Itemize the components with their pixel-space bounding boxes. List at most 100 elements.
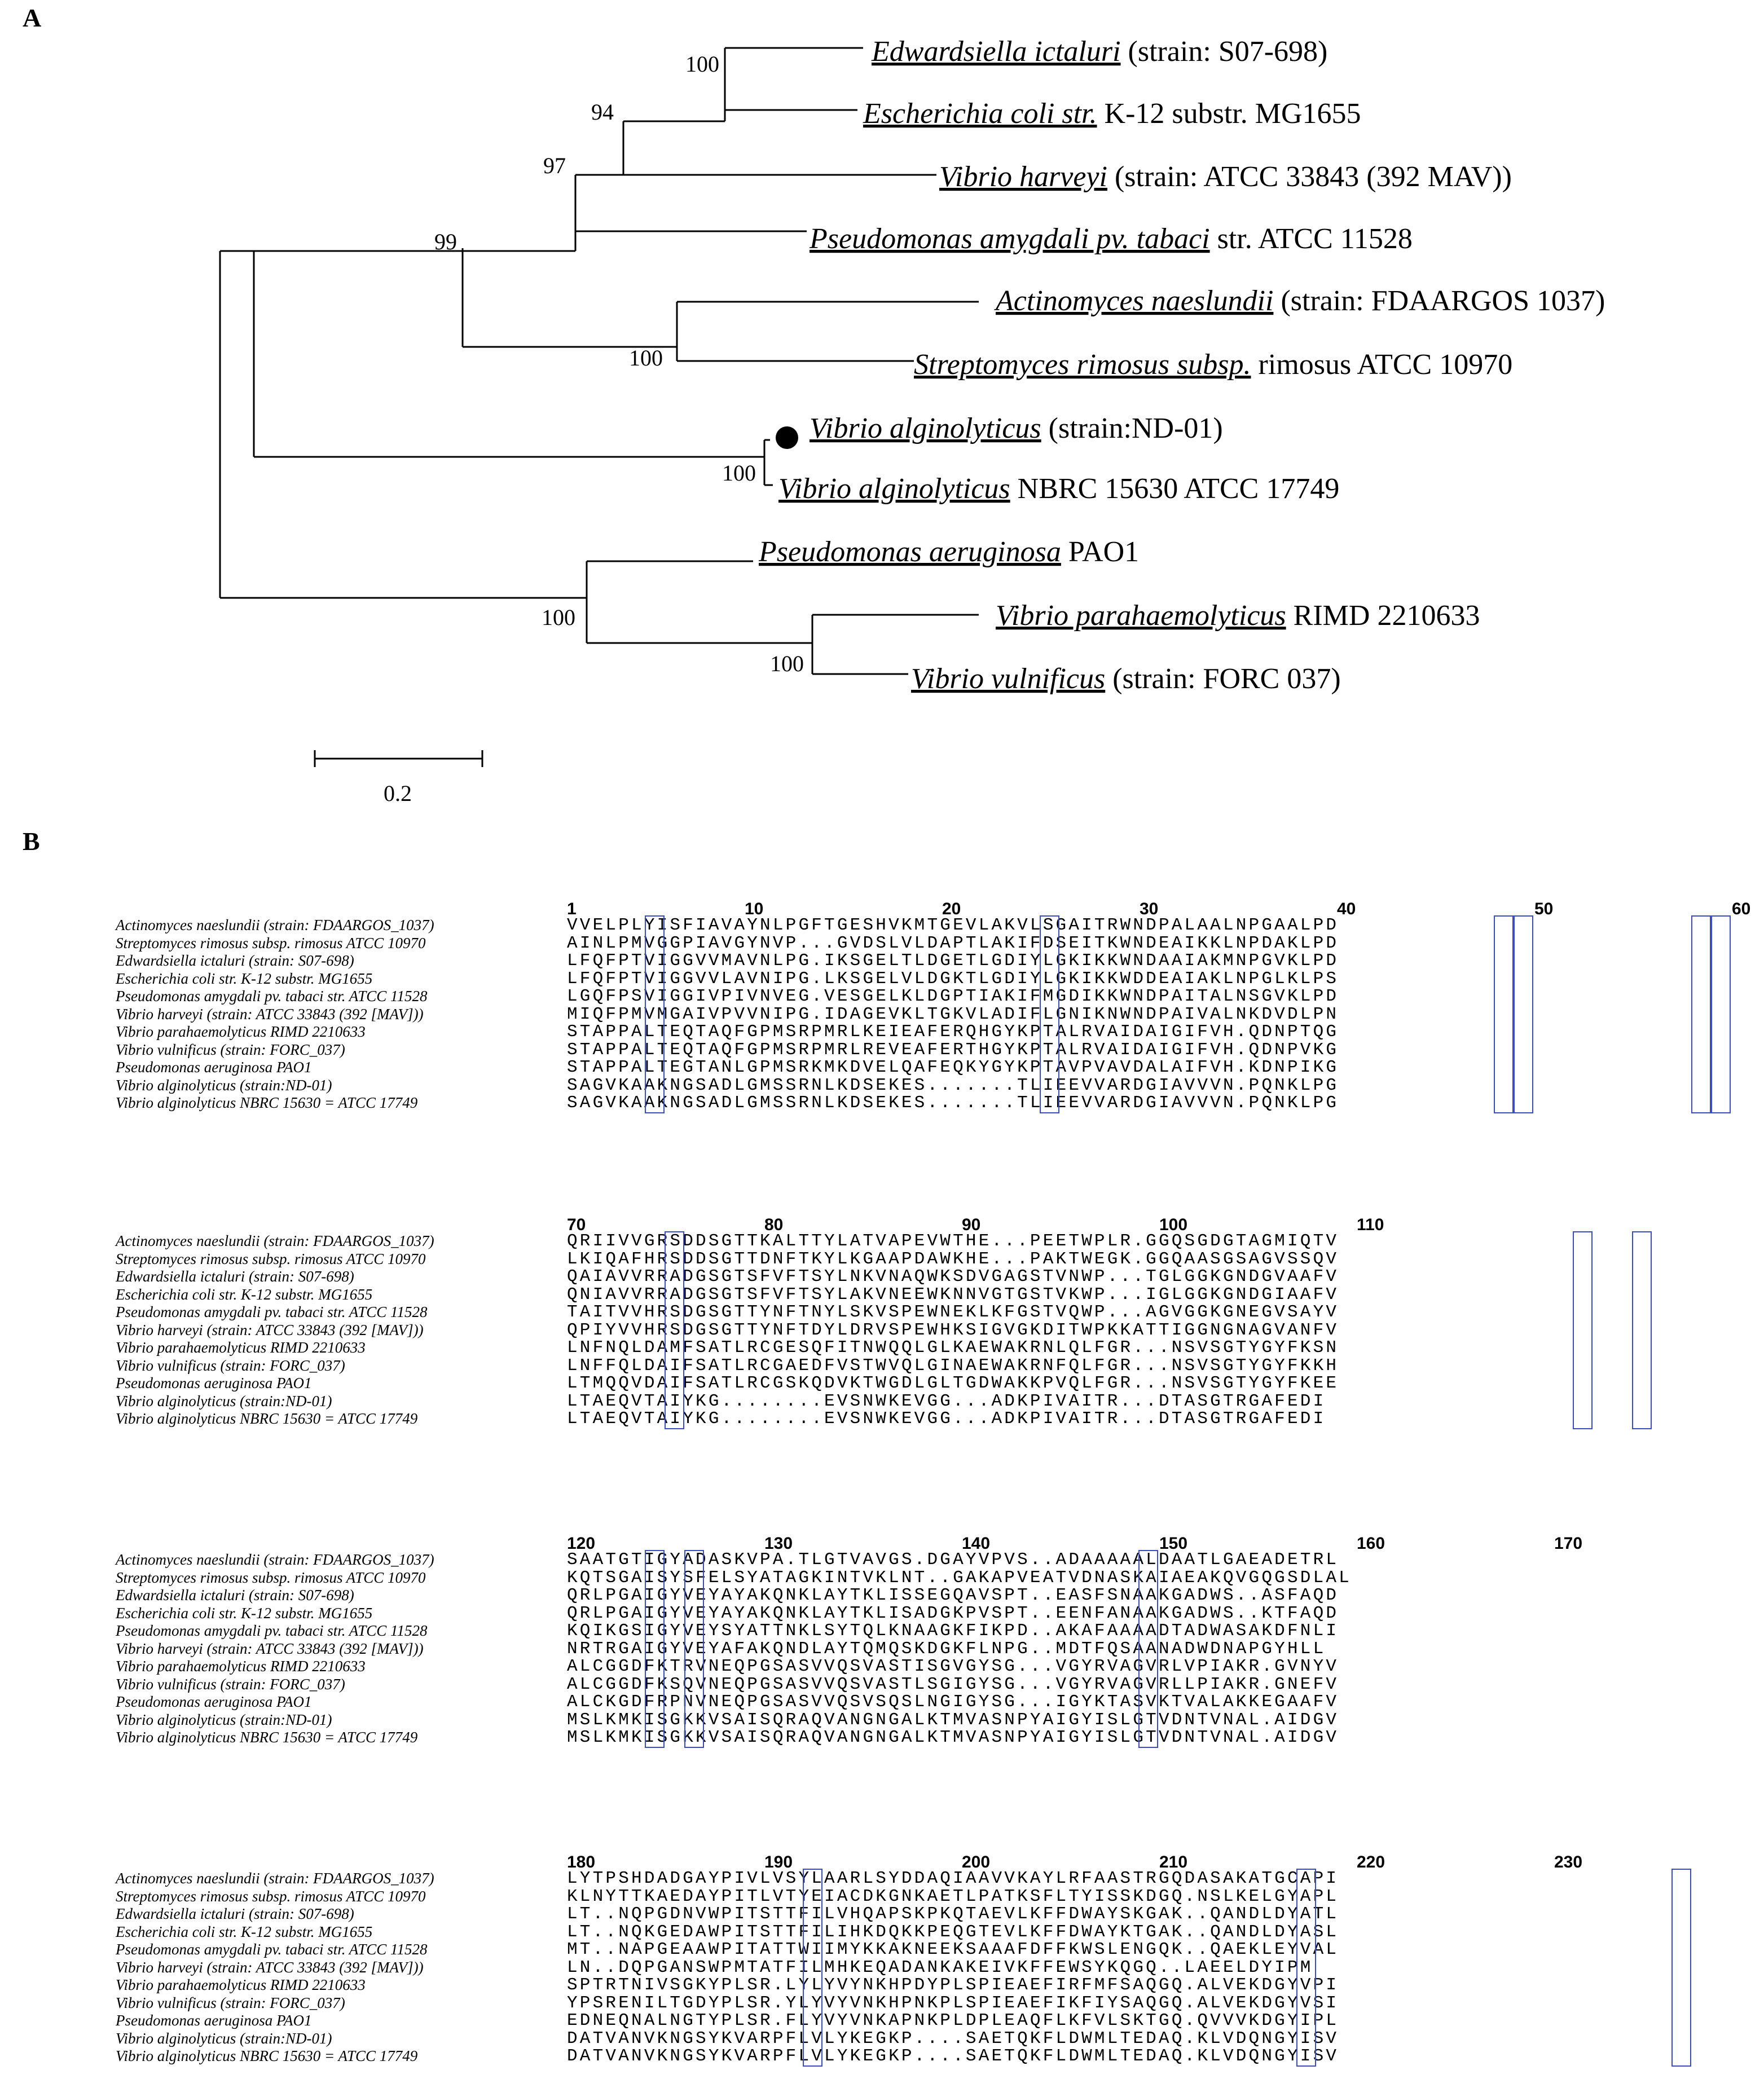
sequence-rows: LYTPSHDADGAYPIVLVSYLAARLSYDDAQIAAVVKAYLR… bbox=[567, 1870, 1339, 2065]
sequence-row: ALCKGDFRPNVNEQPGSASVVQSVSQSLNGIGYSG...IG… bbox=[567, 1692, 1339, 1712]
sequence-rows: VVELPLYISFIAVAYNLPGFTGESHVKMTGEVLAKVLSGA… bbox=[567, 917, 1339, 1112]
species-name: Pseudomonas amygdali pv. tabaci str. ATC… bbox=[116, 988, 428, 1005]
sequence-row: QRIIVVGRSDDSGTTKALTTYLATVAPEVWTHE...PEET… bbox=[567, 1231, 1339, 1251]
ruler-tick-label: 60 bbox=[1732, 900, 1751, 918]
taxon-label: Actinomyces naeslundii (strain: FDAARGOS… bbox=[994, 285, 1605, 317]
sequence-row: KQTSGAISYSFELSYATAGKINTVKLNT..GAKAPVEATV… bbox=[567, 1567, 1352, 1588]
species-name: Vibrio alginolyticus NBRC 15630 = ATCC 1… bbox=[116, 1729, 418, 1746]
ruler-tick-label: 90 bbox=[962, 1215, 981, 1234]
species-name: Edwardsiella ictaluri (strain: S07-698) bbox=[116, 952, 354, 969]
scale-label: 0.2 bbox=[384, 781, 412, 806]
species-name: Edwardsiella ictaluri (strain: S07-698) bbox=[116, 1268, 354, 1285]
species-name: Pseudomonas aeruginosa PAO1 bbox=[116, 1693, 312, 1710]
ruler-tick-label: 1 bbox=[567, 900, 577, 918]
similar-column bbox=[1494, 915, 1514, 1113]
species-name: Vibrio harveyi (strain: ATCC 33843 (392 … bbox=[116, 1640, 424, 1657]
taxon-label: Pseudomonas aeruginosa PAO1 bbox=[758, 536, 1139, 568]
sequence-row: ALCGGDFKSQVNEQPGSASVVQSVASTLSGIGYSG...VG… bbox=[567, 1674, 1339, 1694]
species-name: Actinomyces naeslundii (strain: FDAARGOS… bbox=[116, 1551, 434, 1568]
taxon-label: Streptomyces rimosus subsp. rimosus ATCC… bbox=[914, 349, 1512, 381]
taxon-label: Vibrio parahaemolyticus RIMD 2210633 bbox=[996, 600, 1480, 632]
species-name: Edwardsiella ictaluri (strain: S07-698) bbox=[116, 1905, 354, 1922]
sequence-row: AINLPMVGGPIAVGYNVP...GVDSLVLDAPTLAKIFDSE… bbox=[567, 933, 1339, 953]
ruler-tick-label: 130 bbox=[764, 1534, 793, 1553]
species-name: Escherichia coli str. K-12 substr. MG165… bbox=[116, 970, 373, 987]
ruler-tick-label: 10 bbox=[745, 900, 764, 918]
similar-column bbox=[645, 915, 665, 1113]
species-name: Vibrio harveyi (strain: ATCC 33843 (392 … bbox=[116, 1005, 424, 1023]
similar-column bbox=[1296, 1869, 1316, 2067]
ruler-tick-label: 80 bbox=[764, 1215, 784, 1234]
species-name: Vibrio vulnificus (strain: FORC_037) bbox=[116, 1041, 345, 1058]
sequence-row: LNFFQLDAIFSATLRCGAEDFVSTWVQLGINAEWAKRNFQ… bbox=[567, 1355, 1339, 1376]
taxon-label: Pseudomonas amygdali pv. tabaci str. ATC… bbox=[809, 223, 1413, 255]
ruler-tick-label: 170 bbox=[1554, 1534, 1583, 1553]
similar-column bbox=[1138, 1550, 1158, 1748]
similar-column bbox=[665, 1231, 684, 1429]
ruler-tick-label: 230 bbox=[1554, 1853, 1583, 1871]
sequence-row: MSLKMKISGKKVSAISQRAQVANGNGALKTMVASNPYAIG… bbox=[567, 1728, 1339, 1747]
taxon-label: Vibrio vulnificus (strain: FORC 037) bbox=[911, 663, 1341, 695]
ruler-tick-label: 30 bbox=[1140, 900, 1159, 918]
species-name: Actinomyces naeslundii (strain: FDAARGOS… bbox=[116, 917, 434, 933]
sequence-row: LT..NQPGDNVWPITSTTFILVHQAPSKPKQTAEVLKFFD… bbox=[567, 1904, 1339, 1924]
ruler-tick-label: 140 bbox=[962, 1534, 991, 1553]
sequence-row: LGQFPSVIGGIVPIVNVEG.VESGELKLDGPTIAKIFMGD… bbox=[567, 986, 1339, 1006]
sequence-row: LFQFPTVIGGVVLAVNIPG.LKSGELVLDGKTLGDIYLGK… bbox=[567, 968, 1339, 989]
species-name: Vibrio harveyi (strain: ATCC 33843 (392 … bbox=[116, 1321, 424, 1338]
species-name: Pseudomonas amygdali pv. tabaci str. ATC… bbox=[116, 1622, 428, 1639]
ruler-tick-label: 190 bbox=[764, 1853, 793, 1871]
similar-column bbox=[1632, 1231, 1652, 1429]
ruler-tick-label: 100 bbox=[1159, 1215, 1188, 1234]
ruler-tick-label: 150 bbox=[1159, 1534, 1188, 1553]
species-name: Vibrio alginolyticus NBRC 15630 = ATCC 1… bbox=[116, 2047, 418, 2064]
sequence-row: LTAEQVTAIYKG........EVSNWKEVGG...ADKPIVA… bbox=[567, 1409, 1326, 1429]
species-name: Actinomyces naeslundii (strain: FDAARGOS… bbox=[116, 1232, 434, 1249]
species-name: Vibrio alginolyticus (strain:ND-01) bbox=[116, 2029, 332, 2047]
sequence-rows: QRIIVVGRSDDSGTTKALTTYLATVAPEVWTHE...PEET… bbox=[567, 1232, 1339, 1428]
sequence-row: NRTRGAIGYVEYAFAKQNDLAYTQMQSKDGKFLNPG..MD… bbox=[567, 1639, 1326, 1659]
panel-a-label: A bbox=[23, 3, 42, 32]
highlight-dot bbox=[776, 426, 798, 449]
similar-column bbox=[803, 1869, 822, 2067]
taxon-label: Escherichia coli str. K-12 substr. MG165… bbox=[863, 98, 1361, 130]
ruler-tick-label: 200 bbox=[962, 1853, 991, 1871]
sequence-row: TAITVVHRSDGSGTTYNFTNYLSKVSPEWNEKLKFGSTVQ… bbox=[567, 1302, 1339, 1322]
species-name: Vibrio parahaemolyticus RIMD 2210633 bbox=[116, 1658, 366, 1675]
sequence-row: LYTPSHDADGAYPIVLVSYLAARLSYDDAQIAAVVKAYLR… bbox=[567, 1869, 1339, 1888]
sequence-row: SAGVKAAKNGSADLGMSSRNLKDSEKES.......TLIEE… bbox=[567, 1075, 1339, 1095]
species-name: Vibrio vulnificus (strain: FORC_037) bbox=[116, 1994, 345, 2011]
species-name: Vibrio vulnificus (strain: FORC_037) bbox=[116, 1675, 345, 1693]
sequence-row: STAPPALTEQTAQFGPMSRPMRLKEIEAFERQHGYKPTAL… bbox=[567, 1022, 1339, 1042]
sequence-row: STAPPALTEGTANLGPMSRKMKDVELQAFEQKYGYKPTAV… bbox=[567, 1058, 1339, 1077]
bootstrap-label: 97 bbox=[543, 153, 566, 178]
ruler-tick-label: 40 bbox=[1337, 900, 1356, 918]
similar-column bbox=[645, 1550, 665, 1748]
species-name: Escherichia coli str. K-12 substr. MG165… bbox=[116, 1923, 373, 1940]
sequence-row: QRLPGAIGYVEYAYAKQNKLAYTKLISSEGQAVSPT..EA… bbox=[567, 1585, 1339, 1605]
species-name: Vibrio harveyi (strain: ATCC 33843 (392 … bbox=[116, 1958, 424, 1976]
sequence-row: MSLKMKISGKKVSAISQRAQVANGNGALKTMVASNPYAIG… bbox=[567, 1710, 1339, 1730]
species-name: Escherichia coli str. K-12 substr. MG165… bbox=[116, 1285, 373, 1303]
similar-column bbox=[1573, 1231, 1593, 1429]
sequence-row: MIQFPMVMGAIVPVVNIPG.IDAGEVKLTGKVLADIFLGN… bbox=[567, 1004, 1339, 1024]
sequence-row: VVELPLYISFIAVAYNLPGFTGESHVKMTGEVLAKVLSGA… bbox=[567, 915, 1339, 935]
sequence-row: LTAEQVTAIYKG........EVSNWKEVGG...ADKPIVA… bbox=[567, 1391, 1326, 1411]
bootstrap-label: 94 bbox=[591, 99, 614, 125]
species-name: Vibrio vulnificus (strain: FORC_037) bbox=[116, 1357, 345, 1374]
bootstrap-label: 100 bbox=[629, 345, 663, 371]
species-name: Vibrio parahaemolyticus RIMD 2210633 bbox=[116, 1339, 366, 1356]
ruler-tick-label: 110 bbox=[1357, 1215, 1384, 1234]
species-name: Vibrio alginolyticus NBRC 15630 = ATCC 1… bbox=[116, 1410, 418, 1427]
sequence-row: YPSRENILTGDYPLSR.YLYVYVNKHPNKPLSPIEAEFIK… bbox=[567, 1993, 1339, 2013]
sequence-row: KLNYTTKAEDAYPITLVTYEIACDKGNKAETLPATKSFLT… bbox=[567, 1886, 1339, 1906]
ruler-tick-label: 50 bbox=[1534, 900, 1554, 918]
species-name-list: Actinomyces naeslundii (strain: FDAARGOS… bbox=[116, 1870, 434, 2065]
bootstrap-label: 100 bbox=[542, 605, 575, 630]
sequence-row: ALCGGDFKTRVNEQPGSASVVQSVASTISGVGYSG...VG… bbox=[567, 1657, 1339, 1676]
bootstrap-label: 100 bbox=[770, 651, 804, 676]
bootstrap-label: 100 bbox=[722, 460, 756, 486]
species-name: Streptomyces rimosus subsp. rimosus ATCC… bbox=[116, 1569, 426, 1586]
ruler-tick-label: 20 bbox=[942, 900, 961, 918]
sequence-row: LTMQQVDAIFSATLRCGSKQDVKTWGDLGLTGDWAKKPVQ… bbox=[567, 1373, 1339, 1393]
